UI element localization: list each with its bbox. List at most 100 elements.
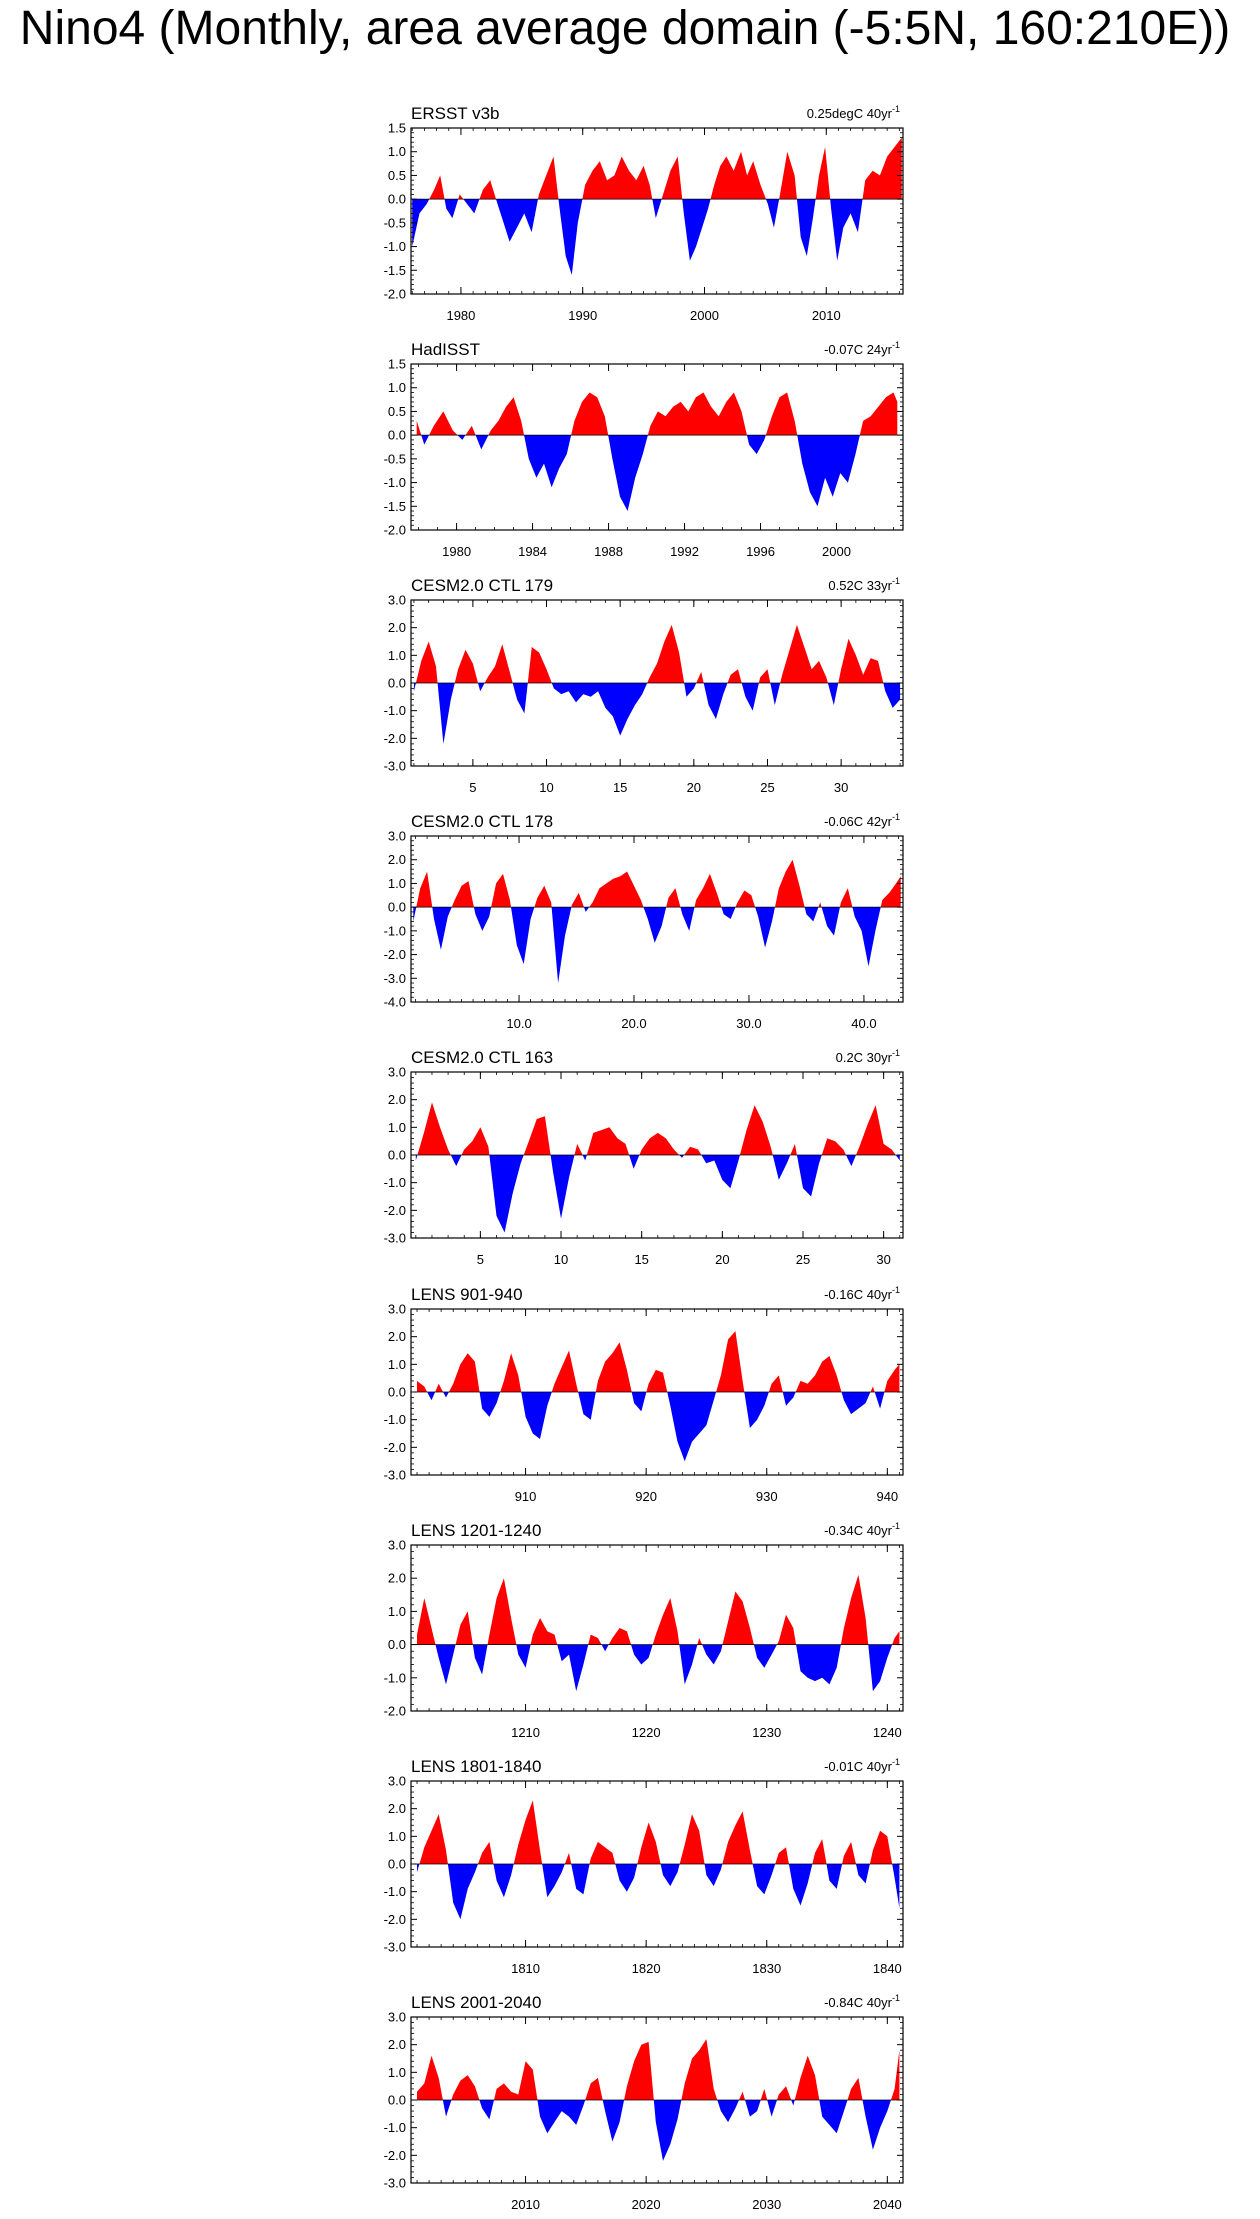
y-tick-label: -2.0 xyxy=(384,1440,406,1455)
negative-anomaly-area xyxy=(417,2100,900,2161)
panel-title: CESM2.0 CTL 178 xyxy=(411,812,553,831)
plot-frame xyxy=(410,127,904,295)
y-tick-label: -2.0 xyxy=(384,2148,406,2163)
y-tick-label: 0.5 xyxy=(388,168,406,183)
y-tick-label: 2.0 xyxy=(388,1571,406,1586)
y-tick-label: 2.0 xyxy=(388,2037,406,2052)
series-area xyxy=(413,624,901,744)
y-tick-label: -0.5 xyxy=(384,215,406,230)
chart-panel: LENS 1201-1240 -0.34C 40yr-1 3.0 2.0 1.0 0.0 -… xyxy=(384,1521,904,1740)
x-tick-label: 1992 xyxy=(670,544,699,559)
panel-trend-exponent: -1 xyxy=(892,1993,900,2003)
x-tick-label: 1984 xyxy=(518,544,547,559)
panel-title: HadISST xyxy=(411,340,480,359)
y-tick-label: 3.0 xyxy=(388,1302,406,1317)
negative-anomaly-area xyxy=(417,1644,900,1692)
y-tick-label: -2.0 xyxy=(384,523,406,538)
series-area xyxy=(412,137,902,275)
x-tick-label: 1210 xyxy=(511,1725,540,1740)
panel-trend-exponent: -1 xyxy=(892,812,900,822)
x-tick-label: 40.0 xyxy=(851,1016,876,1031)
y-tick-label: 1.0 xyxy=(388,1357,406,1372)
panel-title: LENS 901-940 xyxy=(411,1285,523,1304)
panel-trend: -0.01C 40yr-1 xyxy=(824,1757,900,1774)
x-tick-label: 1820 xyxy=(632,1961,661,1976)
y-tick-label: 0.0 xyxy=(388,2093,406,2108)
y-tick-label: -3.0 xyxy=(384,759,406,774)
y-tick-label: 3.0 xyxy=(388,1065,406,1080)
x-tick-label: 2030 xyxy=(752,2197,781,2212)
y-tick-label: 2.0 xyxy=(388,1092,406,1107)
x-tick-label: 930 xyxy=(756,1489,778,1504)
chart-panel: LENS 901-940 -0.16C 40yr-1 3.0 2.0 1.0 0.0 -1.… xyxy=(384,1285,904,1504)
x-tick-label: 1230 xyxy=(752,1725,781,1740)
y-tick-label: 2.0 xyxy=(388,1801,406,1816)
x-tick-label: 15 xyxy=(634,1252,648,1267)
y-tick-label: 1.0 xyxy=(388,2065,406,2080)
y-tick-label: -3.0 xyxy=(384,2176,406,2191)
panels: ERSST v3b 0.25degC 40yr-1 1.5 1.0 0.5 0.0 -0.5… xyxy=(384,104,904,2212)
x-tick-label: 1988 xyxy=(594,544,623,559)
panel-trend: -0.06C 42yr-1 xyxy=(824,812,900,829)
y-tick-label: -1.0 xyxy=(384,1884,406,1899)
x-tick-label: 1980 xyxy=(442,544,471,559)
y-tick-label: 3.0 xyxy=(388,1774,406,1789)
x-tick-label: 25 xyxy=(796,1252,810,1267)
series-area xyxy=(417,1800,900,1920)
page-title: Nino4 (Monthly, area average domain (-5:… xyxy=(20,2,1230,55)
negative-anomaly-area xyxy=(413,683,901,744)
chart-panel: CESM2.0 CTL 178 -0.06C 42yr-1 3.0 2.0 1.0 0.0… xyxy=(384,812,904,1031)
y-tick-label: -2.0 xyxy=(384,287,406,302)
y-tick-label: -2.0 xyxy=(384,1203,406,1218)
y-tick-label: 0.0 xyxy=(388,1385,406,1400)
x-tick-label: 1980 xyxy=(446,308,475,323)
panel-trend-exponent: -1 xyxy=(892,1285,900,1295)
panel-trend: -0.16C 40yr-1 xyxy=(824,1285,900,1302)
y-tick-label: 1.0 xyxy=(388,876,406,891)
y-tick-label: -2.0 xyxy=(384,947,406,962)
y-tick-label: -1.0 xyxy=(384,2120,406,2135)
negative-anomaly-area xyxy=(417,1864,900,1920)
x-tick-label: 910 xyxy=(515,1489,537,1504)
panel-trend-value: 0.2C 30yr xyxy=(836,1050,893,1065)
panel-trend: -0.07C 24yr-1 xyxy=(824,340,900,357)
plot-frame xyxy=(410,363,904,531)
panel-trend-value: -0.84C 40yr xyxy=(824,1995,893,2010)
y-tick-label: 1.0 xyxy=(388,1604,406,1619)
positive-anomaly-area xyxy=(417,2039,900,2100)
y-tick-label: 0.5 xyxy=(388,404,406,419)
panel-trend-exponent: -1 xyxy=(892,576,900,586)
panel-trend-value: -0.16C 40yr xyxy=(824,1287,893,1302)
negative-anomaly-area xyxy=(413,907,881,983)
y-tick-label: 1.0 xyxy=(388,1120,406,1135)
y-tick-label: 3.0 xyxy=(388,593,406,608)
panel-title: ERSST v3b xyxy=(411,104,500,123)
chart-panel: ERSST v3b 0.25degC 40yr-1 1.5 1.0 0.5 0.0 -0.5… xyxy=(384,104,904,323)
y-tick-label: 1.5 xyxy=(388,357,406,372)
x-tick-label: 25 xyxy=(760,780,774,795)
y-tick-label: 3.0 xyxy=(388,2010,406,2025)
chart-panel: HadISST -0.07C 24yr-1 1.5 1.0 0.5 0.0 -0.5 -1.0… xyxy=(384,340,904,559)
x-tick-label: 20 xyxy=(715,1252,729,1267)
x-tick-label: 15 xyxy=(613,780,627,795)
y-tick-label: 1.0 xyxy=(388,648,406,663)
series-area xyxy=(413,859,901,983)
x-tick-label: 1220 xyxy=(632,1725,661,1740)
negative-anomaly-area xyxy=(412,199,863,275)
x-tick-label: 10 xyxy=(554,1252,568,1267)
y-tick-label: 0.0 xyxy=(388,676,406,691)
panel-trend: 0.25degC 40yr-1 xyxy=(807,104,900,121)
y-tick-label: -3.0 xyxy=(384,971,406,986)
series-area xyxy=(417,1331,900,1462)
x-tick-label: 5 xyxy=(477,1252,484,1267)
series-area xyxy=(417,1574,900,1692)
y-tick-label: -1.0 xyxy=(384,1175,406,1190)
panel-trend: -0.84C 40yr-1 xyxy=(824,1993,900,2010)
positive-anomaly-area xyxy=(417,1331,900,1392)
panel-trend-value: -0.06C 42yr xyxy=(824,814,893,829)
x-tick-label: 2010 xyxy=(511,2197,540,2212)
negative-anomaly-area xyxy=(421,435,860,511)
y-tick-label: 1.0 xyxy=(388,144,406,159)
y-tick-label: -1.5 xyxy=(384,263,406,278)
